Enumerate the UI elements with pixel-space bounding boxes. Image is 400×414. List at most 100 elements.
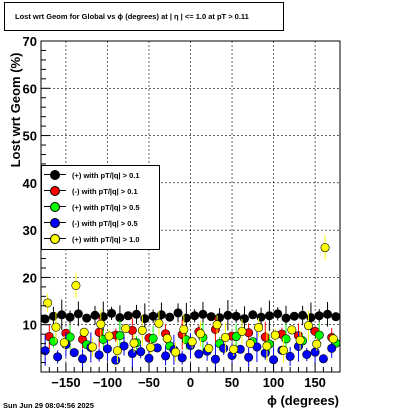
data-point xyxy=(231,311,241,321)
data-point xyxy=(254,323,264,333)
x-tick-label: −150 xyxy=(51,375,80,390)
x-tick-label: 0 xyxy=(187,375,194,390)
data-point xyxy=(229,344,239,354)
legend-label: (+) with pT/|q| > 0.5 xyxy=(72,202,140,212)
data-points xyxy=(41,235,340,372)
data-point xyxy=(190,311,200,321)
data-point xyxy=(121,323,131,333)
data-point xyxy=(287,325,297,335)
data-point xyxy=(79,327,89,337)
legend-entry: (-) with pT/|q| > 0.1 xyxy=(42,183,159,199)
data-point xyxy=(112,346,122,356)
data-point xyxy=(171,347,181,357)
data-point xyxy=(177,353,187,363)
data-point xyxy=(69,348,79,358)
legend-marker-red xyxy=(50,186,60,196)
data-point xyxy=(82,313,92,323)
data-point xyxy=(59,338,69,348)
data-point xyxy=(298,310,308,320)
data-point xyxy=(161,351,171,361)
data-point xyxy=(162,333,172,343)
data-point xyxy=(270,330,280,340)
data-point xyxy=(87,342,97,352)
data-point xyxy=(136,347,146,357)
data-point xyxy=(123,311,133,321)
data-point xyxy=(119,341,129,351)
data-point xyxy=(237,326,247,336)
data-point xyxy=(173,308,183,318)
data-point xyxy=(94,350,104,360)
data-point xyxy=(323,309,333,319)
data-point xyxy=(295,335,305,345)
data-point xyxy=(127,349,137,359)
data-point xyxy=(219,343,229,353)
data-point xyxy=(264,311,274,321)
data-point xyxy=(73,309,83,319)
data-point xyxy=(41,314,50,324)
data-point xyxy=(148,333,158,343)
legend-entry: (-) with pT/|q| > 0.5 xyxy=(42,215,159,231)
data-point xyxy=(146,342,156,352)
y-tick-label: 60 xyxy=(23,81,37,96)
legend-marker-blue xyxy=(50,218,60,228)
data-point xyxy=(220,332,230,342)
data-point xyxy=(231,332,241,342)
data-point xyxy=(43,298,53,308)
data-point xyxy=(53,352,63,362)
data-point xyxy=(302,350,312,360)
legend-marker-green xyxy=(50,202,60,212)
data-point xyxy=(318,354,328,364)
data-point xyxy=(71,280,81,290)
y-tick-label: 10 xyxy=(23,318,37,333)
data-point xyxy=(78,354,88,364)
data-point xyxy=(41,346,50,356)
data-point xyxy=(154,318,164,328)
data-point xyxy=(137,325,147,335)
legend: (+) with pT/|q| > 0.1 (-) with pT/|q| > … xyxy=(41,165,160,250)
data-point xyxy=(179,324,189,334)
data-point xyxy=(314,330,324,340)
data-point xyxy=(210,354,220,364)
data-point xyxy=(132,309,142,319)
y-tick-label: 50 xyxy=(23,129,37,144)
legend-label: (-) with pT/|q| > 0.5 xyxy=(72,218,138,228)
data-point xyxy=(102,344,112,354)
y-axis-ticks: 10 20 30 40 50 60 70 xyxy=(23,34,50,364)
legend-label: (+) with pT/|q| > 1.0 xyxy=(72,234,140,244)
x-tick-label: −50 xyxy=(138,375,160,390)
data-point xyxy=(244,352,254,362)
y-tick-label: 70 xyxy=(23,34,37,49)
legend-marker-yellow xyxy=(50,234,60,244)
data-point xyxy=(65,312,75,322)
data-point xyxy=(204,343,214,353)
x-tick-label: 50 xyxy=(225,375,239,390)
data-point xyxy=(198,309,208,319)
data-point xyxy=(111,355,121,365)
y-tick-label: 40 xyxy=(23,176,37,191)
data-point xyxy=(273,309,283,319)
data-point xyxy=(269,355,279,365)
data-point xyxy=(57,310,67,320)
data-point xyxy=(148,311,158,321)
data-point xyxy=(310,347,320,357)
data-point xyxy=(194,349,204,359)
data-point xyxy=(144,353,154,363)
x-axis-ticks: −150 −100 −50 0 50 100 150 xyxy=(40,363,341,390)
x-tick-label: 150 xyxy=(304,375,326,390)
legend-label: (-) with pT/|q| > 0.1 xyxy=(72,186,138,196)
data-point xyxy=(314,311,324,321)
data-point xyxy=(96,319,106,329)
y-tick-label: 30 xyxy=(23,223,37,238)
chart-title-box: Lost wrt Geom for Global vs ϕ (degrees) … xyxy=(4,2,284,31)
x-axis-label: ϕ (degrees) xyxy=(267,393,339,408)
data-point xyxy=(262,341,272,351)
data-point xyxy=(195,329,205,339)
data-point xyxy=(248,310,258,320)
legend-entry: (+) with pT/|q| > 0.5 xyxy=(42,199,159,215)
data-point xyxy=(303,321,313,331)
data-point xyxy=(165,312,175,322)
data-point xyxy=(331,312,340,322)
data-point xyxy=(212,320,222,330)
data-point xyxy=(327,343,337,353)
